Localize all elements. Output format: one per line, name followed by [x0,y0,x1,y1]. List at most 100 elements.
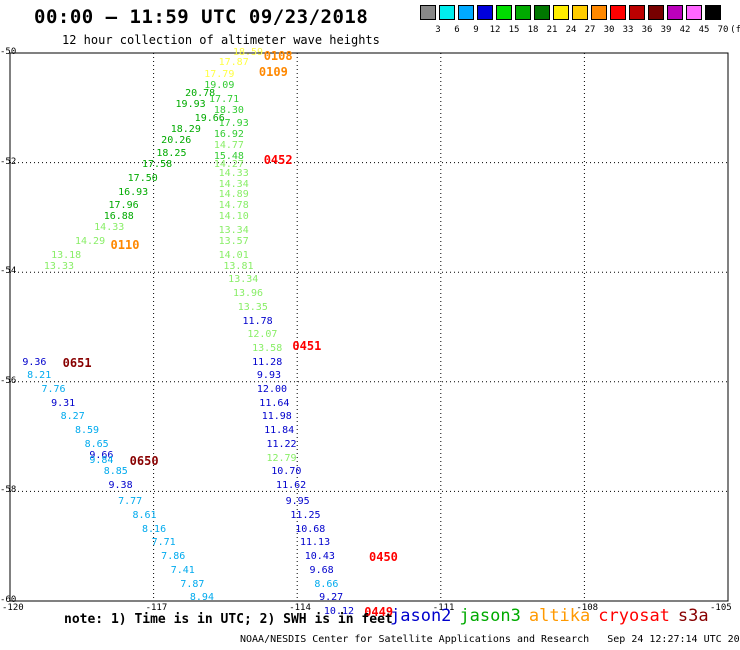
wave-height-label: 13.18 [51,249,82,261]
y-tick-label: -58 [0,485,17,496]
wave-height-label: 19.93 [175,99,206,111]
color-scale-label: 15 [508,25,520,35]
pass-time-label: 0450 [369,550,398,565]
pass-time-label: 0451 [292,339,322,354]
pass-time-label: 0449 [364,604,394,619]
color-swatch [648,5,664,20]
legend-item-cryosat: cryosat [598,606,670,626]
wave-height-label: 8.16 [142,523,167,535]
wave-height-label: 14.33 [94,222,125,234]
wave-height-label: 11.13 [299,537,331,549]
satellite-legend: jason2 jason3 altika cryosat s3a [390,606,717,626]
wave-height-label: 17.50 [127,173,158,185]
wave-height-label: 19.66 [194,112,225,124]
wave-height-label: 7.41 [170,564,195,576]
wave-height-label: 17.93 [218,118,249,130]
color-swatch [439,5,455,20]
color-swatch [610,5,626,20]
wave-height-label: 19.09 [204,79,235,91]
y-tick-label: -56 [0,375,17,386]
color-scale-label: 36 [641,25,653,35]
wave-height-label: 7.87 [180,578,205,590]
wave-height-label: 7.71 [151,537,176,549]
wave-height-label: 10.43 [304,551,335,563]
y-tick-label: -60 [0,595,17,605]
wave-height-label: 8.85 [103,466,128,478]
wave-height-label: 11.98 [261,411,292,423]
wave-height-label: 18.30 [213,104,244,116]
wave-height-label: 12.00 [256,384,288,396]
wave-height-label: 14.27 [213,159,244,171]
x-tick-label: -120 [2,603,24,613]
color-swatch [420,5,436,20]
credit-line: NOAA/NESDIS Center for Satellite Applica… [240,634,740,645]
wave-height-label: 11.78 [242,315,273,327]
wave-height-label: 13.33 [43,260,74,272]
legend-item-jason2: jason2 [390,606,452,626]
color-swatch [705,5,721,20]
wave-height-label: 15.48 [213,151,244,163]
color-scale-label: 39 [660,25,672,35]
color-swatch [553,5,569,20]
wave-height-label: 11.84 [264,425,295,437]
color-scale-label: 45 [698,25,710,35]
wave-height-label: 9.66 [89,449,114,461]
wave-height-label: 9.68 [309,564,334,576]
wave-height-label: 13.57 [218,236,249,248]
wave-height-label: 14.34 [218,178,249,190]
color-swatch [496,5,512,20]
wave-height-label: 8.94 [189,592,214,604]
wave-height-label: 7.77 [118,496,143,508]
wave-height-label: 13.58 [252,342,283,354]
wave-height-label: 17.96 [108,200,139,212]
x-tick-label: -117 [145,603,168,613]
wave-height-label: 13.81 [223,260,254,272]
page-title: 00:00 – 11:59 UTC 09/23/2018 [34,6,369,28]
color-scale-label: 70 [717,25,729,35]
pass-time-label: 0651 [62,355,92,370]
color-scale-label: 18 [527,25,539,35]
wave-height-label: 8.66 [314,578,339,590]
color-swatch [591,5,607,20]
wave-height-label: 17.79 [204,68,235,80]
color-swatch [534,5,550,20]
wave-height-label: 14.33 [218,167,249,179]
legend-item-altika: altika [528,606,591,626]
wave-height-label: 11.22 [266,438,297,450]
color-swatch [477,5,493,20]
page-subtitle: 12 hour collection of altimeter wave hei… [62,33,380,47]
wave-height-label: 14.78 [218,200,249,212]
wave-height-label: 13.96 [232,288,264,300]
wave-height-label: 13.35 [237,301,268,313]
wave-height-label: 9.38 [108,479,133,491]
wave-height-label: 16.88 [103,211,134,223]
wave-height-label: 9.95 [285,496,310,508]
wave-height-label: 8.59 [75,425,100,437]
wave-height-label: 20.26 [161,134,192,146]
wave-height-label: 17.58 [142,159,173,171]
color-swatch [515,5,531,20]
x-tick-label: -105 [710,603,732,613]
wave-height-label: 14.01 [218,249,249,261]
wave-height-label: 9.93 [256,370,281,382]
footnote: note: 1) Time is in UTC; 2) SWH is in fe… [64,612,393,627]
wave-height-label: 10.12 [323,605,355,617]
wave-height-label: 14.10 [218,211,249,223]
wave-height-label: 11.64 [259,397,290,409]
color-scale-unit: (ft) [730,25,740,35]
pass-time-label: 0452 [263,152,293,167]
wave-height-label: 18.25 [156,148,187,160]
color-scale-label: 24 [565,25,577,35]
x-tick-label: -108 [576,603,599,613]
x-tick-label: -111 [432,603,455,613]
wave-height-label: 11.62 [276,479,307,491]
legend-item-s3a: s3a [677,606,709,626]
wave-height-label: 20.78 [185,88,216,100]
wave-height-label: 9.36 [22,356,47,368]
wave-height-label: 14.77 [213,140,244,152]
wave-height-label: 13.34 [228,274,259,286]
color-swatch [629,5,645,20]
color-swatch [572,5,588,20]
wave-height-label: 9.84 [89,455,114,467]
